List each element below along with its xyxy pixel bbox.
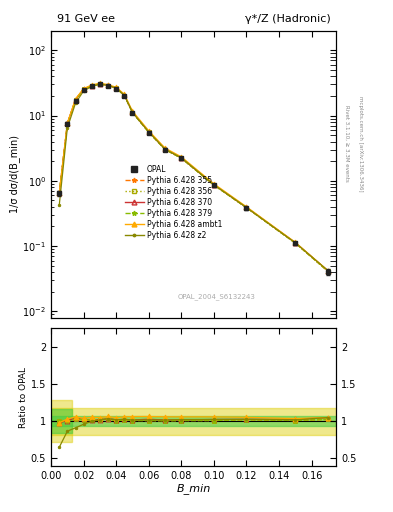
Text: γ*/Z (Hadronic): γ*/Z (Hadronic) <box>244 13 330 24</box>
Text: Rivet 3.1.10, ≥ 3.3M events: Rivet 3.1.10, ≥ 3.3M events <box>344 105 349 182</box>
Bar <box>51 408 336 435</box>
Text: 91 GeV ee: 91 GeV ee <box>57 13 115 24</box>
Legend: OPAL, Pythia 6.428 355, Pythia 6.428 356, Pythia 6.428 370, Pythia 6.428 379, Py: OPAL, Pythia 6.428 355, Pythia 6.428 356… <box>123 164 224 241</box>
X-axis label: B_min: B_min <box>176 483 211 495</box>
Y-axis label: 1/σ dσ/d(B_min): 1/σ dσ/d(B_min) <box>9 135 20 213</box>
Text: mcplots.cern.ch [arXiv:1306.3436]: mcplots.cern.ch [arXiv:1306.3436] <box>358 96 363 191</box>
Bar <box>51 416 336 426</box>
Bar <box>51 400 72 442</box>
Y-axis label: Ratio to OPAL: Ratio to OPAL <box>19 367 28 428</box>
Bar <box>51 410 72 433</box>
Text: OPAL_2004_S6132243: OPAL_2004_S6132243 <box>177 294 255 301</box>
